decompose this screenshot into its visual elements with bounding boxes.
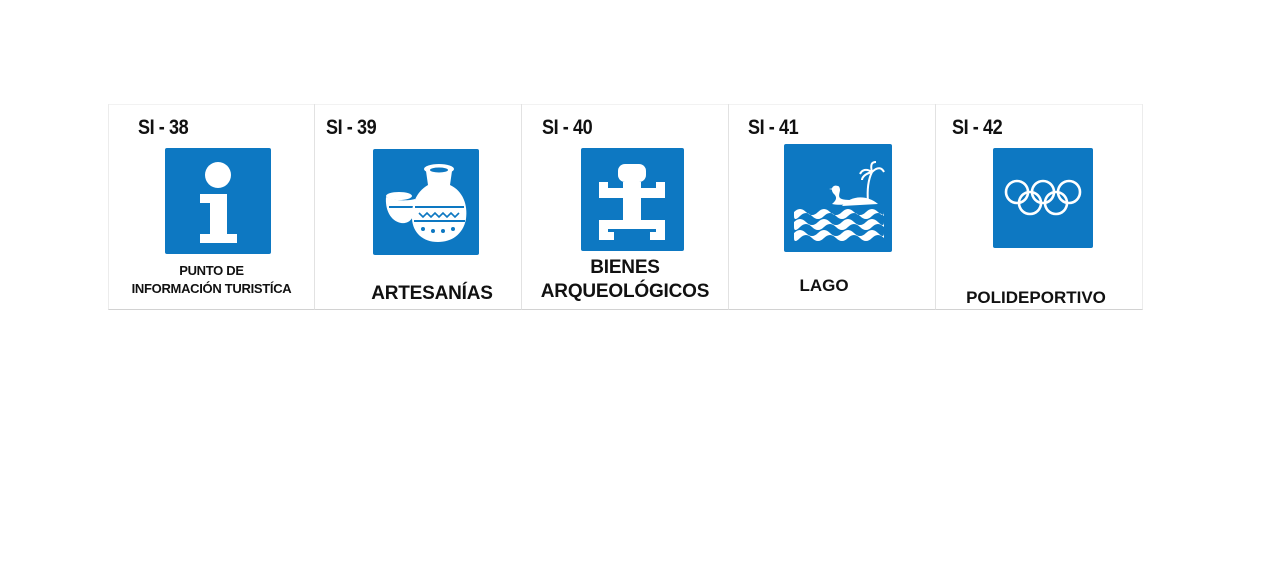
sign-strip: SI - 38 PUNTO DE INFORMACIÓN TURISTÍCA S… <box>108 104 1145 312</box>
pottery-icon <box>385 164 467 242</box>
caption-line-1: LAGO <box>799 276 849 295</box>
sign-code: SI - 42 <box>952 116 1003 139</box>
sign-card-si-38: SI - 38 PUNTO DE INFORMACIÓN TURISTÍCA <box>108 104 315 310</box>
sign-code: SI - 41 <box>748 116 799 139</box>
sign-caption: POLIDEPORTIVO <box>930 287 1142 309</box>
sign-code: SI - 40 <box>542 116 593 139</box>
caption-line-2: INFORMACIÓN TURISTÍCA <box>131 281 292 296</box>
sign-card-si-40: SI - 40 BIENES ARQUEOLÓG <box>522 104 729 310</box>
sports-center-sign <box>993 148 1093 248</box>
sign-caption: PUNTO DE INFORMACIÓN TURISTÍCA <box>109 262 314 298</box>
sign-caption: ARTESANÍAS <box>343 282 521 306</box>
caption-line-1: POLIDEPORTIVO <box>966 288 1106 307</box>
sign-code: SI - 39 <box>326 116 377 139</box>
caption-line-2: ARQUEOLÓGICOS <box>540 281 710 302</box>
caption-line-1: BIENES <box>590 257 660 278</box>
lake-sign <box>784 144 892 252</box>
caption-line-1: PUNTO DE <box>179 263 244 278</box>
sign-code: SI - 38 <box>138 116 189 139</box>
olympic-rings-icon <box>1004 179 1082 216</box>
information-icon <box>200 162 237 243</box>
caption-line-1: ARTESANÍAS <box>371 283 493 304</box>
lake-swan-icon <box>794 161 885 241</box>
information-sign <box>165 148 271 254</box>
archaeological-figure-icon <box>599 164 665 240</box>
sign-card-si-39: SI - 39 ARTESANÍAS <box>315 104 522 310</box>
sign-caption: BIENES ARQUEOLÓGICOS <box>522 256 728 304</box>
sign-card-si-41: SI - 41 LAGO <box>729 104 936 310</box>
archaeological-sign <box>581 148 684 251</box>
sign-caption: LAGO <box>713 275 935 297</box>
sign-card-si-42: SI - 42 POLIDEPORTIVO <box>936 104 1143 310</box>
crafts-sign <box>373 149 479 255</box>
